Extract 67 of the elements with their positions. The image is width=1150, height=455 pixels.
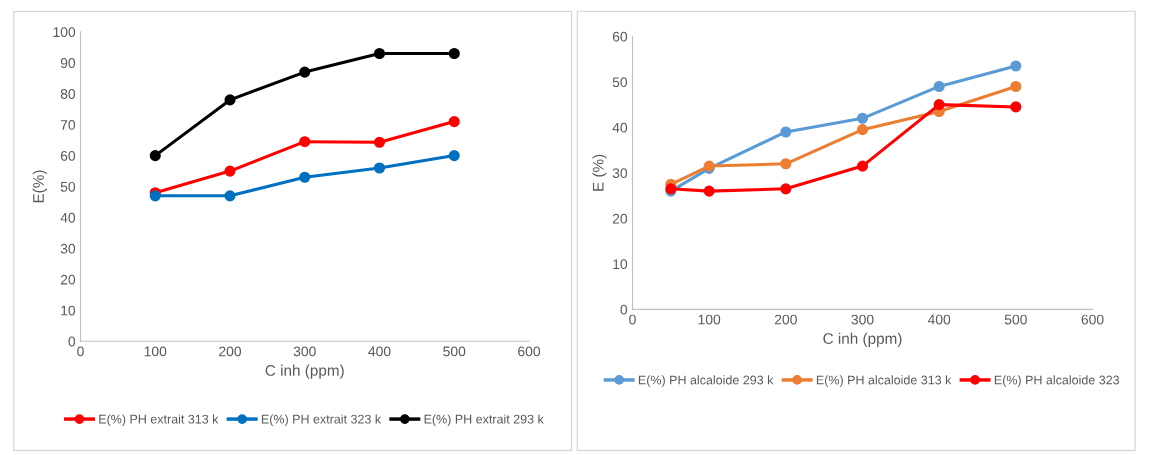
point (1010, 101, 1022, 113)
y-tick-label: 50 (612, 77, 628, 88)
point (373, 136, 386, 148)
y-tick-label: 60 (612, 31, 628, 42)
point (856, 160, 869, 172)
legend-label: E(%) PH alcaloide 313 k (816, 375, 952, 387)
y-tick-label: 40 (612, 122, 628, 133)
point (373, 162, 386, 174)
x-tick-label: 400 (368, 346, 391, 357)
y-tick-label: 10 (613, 259, 628, 270)
point (780, 183, 792, 195)
y-axis-title: E (%) (592, 154, 607, 191)
y-tick-label: 20 (60, 274, 76, 285)
legend-label: E(%) PH extrait 323 k (261, 414, 382, 427)
y-tick-label: 0 (620, 304, 628, 315)
point (373, 47, 386, 60)
y-tick-label: 90 (60, 58, 76, 68)
point (299, 66, 311, 78)
x-tick-label: 0 (629, 314, 636, 325)
point (933, 80, 945, 93)
point (448, 116, 460, 128)
x-tick-label: 300 (851, 314, 874, 325)
x-tick-label: 400 (927, 314, 951, 325)
x-tick-label: 300 (293, 346, 316, 357)
y-tick-label: 80 (60, 89, 76, 99)
x-axis-title: C inh (ppm) (823, 332, 902, 348)
point (1010, 80, 1022, 93)
y-tick-label: 50 (60, 181, 76, 192)
point (856, 124, 869, 136)
y-tick-label: 60 (60, 150, 76, 161)
y-tick-label: 0 (68, 336, 76, 347)
y-tick-label: 30 (612, 168, 628, 179)
point (780, 126, 792, 138)
x-tick-label: 200 (219, 346, 242, 357)
x-tick-label: 600 (518, 346, 541, 357)
point (448, 150, 460, 162)
y-axis-title: E(%) (32, 170, 47, 203)
point (299, 136, 311, 148)
point (299, 171, 311, 183)
point (224, 94, 236, 106)
x-tick-label: 100 (144, 346, 167, 357)
x-tick-label: 200 (774, 314, 797, 325)
point (703, 185, 715, 197)
legend-label: E(%) PH extrait 313 k (99, 414, 219, 427)
y-tick-label: 40 (60, 212, 76, 223)
x-tick-label: 600 (1081, 314, 1104, 325)
y-tick-label: 20 (612, 213, 628, 224)
point (224, 190, 236, 202)
point (933, 99, 945, 111)
x-tick-label: 0 (77, 346, 84, 357)
legend-label: E(%) PH extrait 293 k (424, 414, 544, 427)
point (856, 112, 869, 124)
point (448, 47, 460, 60)
x-tick-label: 100 (698, 314, 721, 325)
x-tick-label: 500 (443, 346, 466, 357)
y-tick-label: 100 (53, 27, 76, 38)
x-tick-label: 500 (1004, 314, 1027, 325)
y-tick-label: 70 (60, 120, 76, 130)
point (149, 150, 161, 162)
point (1010, 60, 1022, 72)
point (780, 158, 792, 170)
legend-label: E(%) PH alcaloide 323 (994, 375, 1120, 387)
y-tick-label: 30 (60, 243, 76, 254)
point (224, 165, 236, 177)
x-axis-title: C inh (ppm) (265, 364, 344, 379)
legend-label: E(%) PH alcaloide 293 k (638, 375, 774, 387)
y-tick-label: 10 (61, 305, 76, 316)
